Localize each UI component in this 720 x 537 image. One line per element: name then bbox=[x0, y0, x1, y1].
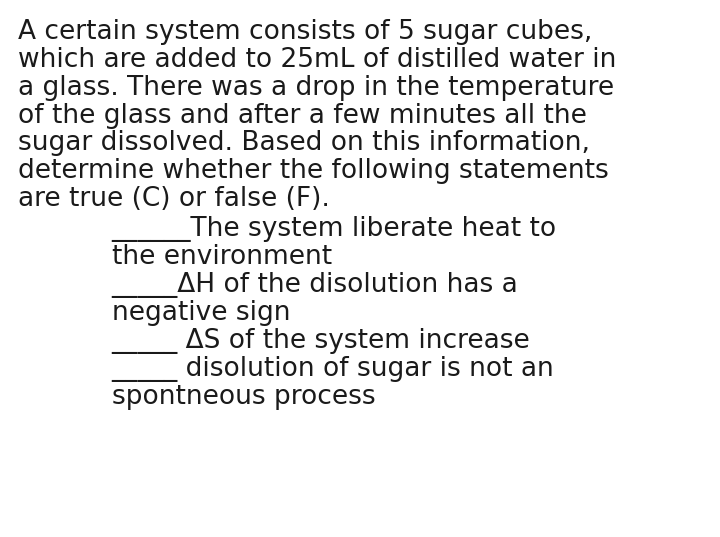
Text: are true (C) or false (F).: are true (C) or false (F). bbox=[18, 186, 330, 212]
Text: which are added to 25mL of distilled water in: which are added to 25mL of distilled wat… bbox=[18, 47, 616, 72]
Text: spontneous process: spontneous process bbox=[112, 384, 375, 410]
Text: _____ΔH of the disolution has a: _____ΔH of the disolution has a bbox=[112, 272, 518, 298]
Text: sugar dissolved. Based on this information,: sugar dissolved. Based on this informati… bbox=[18, 130, 590, 156]
Text: a glass. There was a drop in the temperature: a glass. There was a drop in the tempera… bbox=[18, 75, 614, 100]
Text: A certain system consists of 5 sugar cubes,: A certain system consists of 5 sugar cub… bbox=[18, 19, 593, 45]
Text: ______The system liberate heat to: ______The system liberate heat to bbox=[112, 216, 557, 242]
Text: of the glass and after a few minutes all the: of the glass and after a few minutes all… bbox=[18, 103, 587, 128]
Text: the environment: the environment bbox=[112, 244, 332, 270]
Text: _____ ΔS of the system increase: _____ ΔS of the system increase bbox=[112, 328, 531, 354]
Text: negative sign: negative sign bbox=[112, 300, 290, 326]
Text: _____ disolution of sugar is not an: _____ disolution of sugar is not an bbox=[112, 356, 554, 382]
Text: determine whether the following statements: determine whether the following statemen… bbox=[18, 158, 608, 184]
